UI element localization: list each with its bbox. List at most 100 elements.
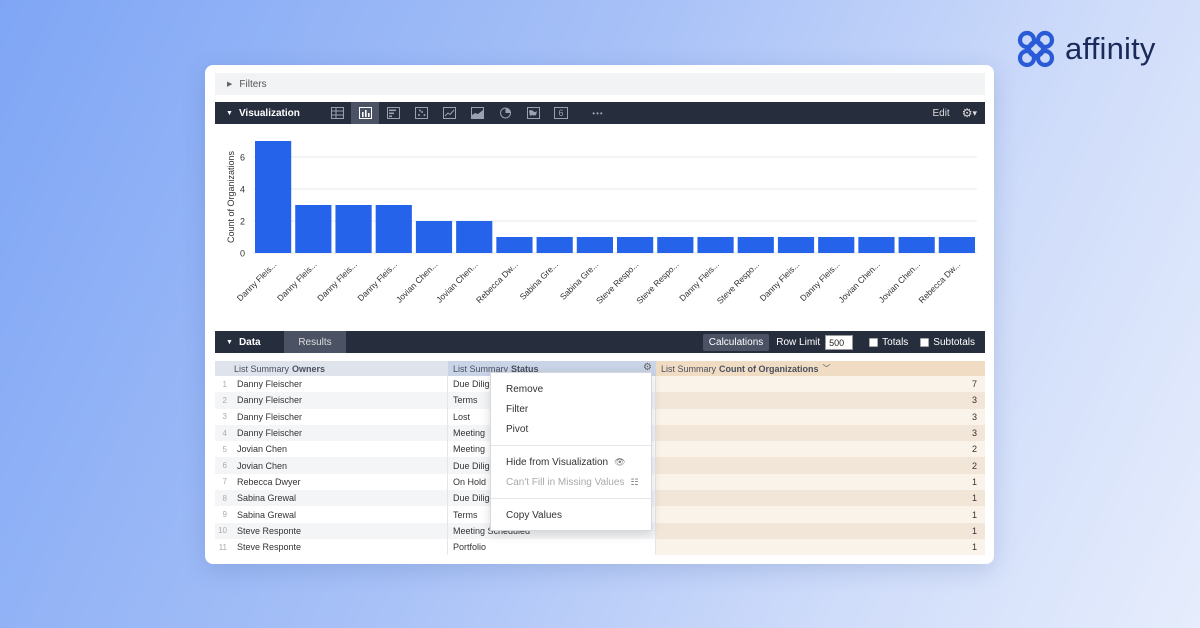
row-number: 6 — [222, 461, 227, 471]
row-number: 10 — [218, 526, 227, 536]
y-tick-label: 0 — [240, 249, 245, 259]
header-prefix: List Summary — [453, 363, 509, 374]
cell-count[interactable]: 1 — [656, 538, 985, 556]
edit-button[interactable]: Edit — [932, 107, 950, 119]
row-limit-label: Row Limit — [776, 336, 821, 348]
row-number: 11 — [218, 542, 227, 552]
cell-status[interactable]: Lost — [448, 408, 656, 425]
table-row: 9 Sabina Grewal Terms 1 — [215, 506, 985, 523]
data-title[interactable]: Data — [238, 336, 261, 348]
bar — [456, 221, 493, 253]
column-chart-icon[interactable] — [379, 102, 407, 124]
x-tick-label: Steve Respo... — [634, 259, 681, 306]
totals-checkbox[interactable] — [869, 337, 879, 347]
cell-count[interactable]: 2 — [656, 441, 985, 458]
column-gear-icon[interactable]: ⚙ — [643, 362, 652, 373]
subtotals-label: Subtotals — [933, 336, 975, 348]
map-icon[interactable] — [519, 102, 547, 124]
pie-chart-icon[interactable] — [491, 102, 519, 124]
cell-owner[interactable]: Sabina Grewal — [229, 490, 448, 507]
bar — [415, 221, 453, 253]
filters-section-header[interactable]: ▶ Filters — [215, 73, 985, 95]
menu-item-hide-from-visualization[interactable]: Hide from Visualization 👁 — [491, 452, 651, 472]
cell-owner[interactable]: Steve Responte — [229, 522, 448, 539]
bar — [576, 237, 613, 253]
cell-count[interactable]: 3 — [656, 392, 985, 409]
cell-owner[interactable]: Steve Responte — [229, 538, 448, 556]
cell-owner[interactable]: Rebecca Dwyer — [229, 473, 448, 491]
data-controls: Calculations Row Limit 500 Totals Subtot… — [702, 331, 975, 353]
row-number-header — [215, 361, 229, 376]
bar-chart-svg: 0 2 4 6 Count of Organizations Danny Fleis...… — [226, 141, 977, 306]
cell-count[interactable]: 1 — [656, 490, 985, 507]
collapse-caret-icon[interactable]: ▼ — [226, 338, 233, 346]
row-number: 9 — [222, 510, 227, 520]
cell-count[interactable]: 1 — [656, 522, 985, 539]
cell-count[interactable]: 1 — [656, 473, 985, 491]
tab-results[interactable]: Results — [284, 331, 346, 353]
calculations-button[interactable]: Calculations — [702, 333, 770, 351]
area-chart-icon[interactable] — [463, 102, 491, 124]
totals-toggle[interactable]: Totals — [869, 337, 908, 348]
x-tick-label: Rebecca Dw... — [916, 259, 962, 305]
cell-count[interactable]: 2 — [656, 457, 985, 474]
header-field: Owners — [292, 363, 326, 374]
cell-owner[interactable]: Jovian Chen — [229, 441, 448, 458]
cell-owner[interactable]: Danny Fleischer — [229, 424, 448, 442]
cell-count[interactable]: 3 — [656, 408, 985, 425]
column-header-owners[interactable]: List Summary Owners — [229, 361, 448, 376]
cell-status[interactable]: Meeting — [448, 441, 656, 458]
bar — [657, 237, 694, 253]
cell-count[interactable]: 3 — [656, 424, 985, 442]
filters-label: Filters — [239, 78, 267, 90]
column-header-count[interactable]: List Summary Count of Organizations ﹀ — [656, 361, 985, 376]
menu-item-label: Can't Fill in Missing Values — [506, 476, 625, 488]
bar — [818, 237, 855, 253]
cell-owner[interactable]: Danny Fleischer — [229, 408, 448, 425]
cell-owner[interactable]: Danny Fleischer — [229, 392, 448, 409]
cell-owner[interactable]: Jovian Chen — [229, 457, 448, 474]
menu-item-copy-values[interactable]: Copy Values — [506, 509, 562, 521]
data-section-header: ▼ Data Results Calculations Row Limit 50… — [215, 331, 985, 353]
subtotals-checkbox[interactable] — [920, 337, 930, 347]
totals-label: Totals — [882, 336, 909, 348]
visualization-type-picker: 6 ••• — [323, 102, 621, 124]
row-number: 8 — [222, 493, 227, 503]
cell-count[interactable]: 1 — [656, 506, 985, 523]
x-tick-label: Danny Fleis... — [798, 259, 842, 303]
cell-count[interactable]: 7 — [656, 376, 985, 393]
menu-divider — [491, 445, 651, 446]
menu-divider — [491, 498, 651, 499]
cell-status[interactable]: Terms — [448, 392, 656, 409]
cell-status[interactable]: Terms — [448, 506, 656, 523]
menu-item-filter[interactable]: Filter — [506, 403, 529, 415]
row-number: 4 — [222, 428, 227, 438]
bar-chart-icon[interactable] — [351, 102, 379, 124]
bar — [295, 205, 332, 253]
x-tick-label: Rebecca Dw... — [474, 259, 520, 305]
settings-dropdown[interactable]: ⚙ ▾ — [962, 106, 977, 120]
x-tick-label: Danny Fleis... — [315, 259, 359, 303]
row-limit-input[interactable]: 500 — [825, 334, 854, 350]
cell-status[interactable]: Due Diligence — [448, 490, 656, 507]
scatter-icon[interactable] — [407, 102, 435, 124]
line-chart-icon[interactable] — [435, 102, 463, 124]
cell-status[interactable]: Due Diligence — [448, 376, 656, 393]
x-tick-label: Danny Fleis... — [758, 259, 802, 303]
menu-item-remove[interactable]: Remove — [506, 383, 544, 395]
subtotals-toggle[interactable]: Subtotals — [920, 337, 975, 348]
affinity-logo-icon — [1017, 30, 1055, 68]
cell-owner[interactable]: Sabina Grewal — [229, 506, 448, 523]
cell-status[interactable]: Due Diligence — [448, 457, 656, 474]
collapse-caret-icon[interactable]: ▼ — [226, 109, 233, 117]
cell-status[interactable]: Meeting — [448, 424, 656, 442]
menu-item-pivot[interactable]: Pivot — [506, 423, 529, 435]
cell-owner[interactable]: Danny Fleischer — [229, 376, 448, 393]
visualization-actions: Edit ⚙ ▾ — [932, 102, 977, 124]
table-icon[interactable] — [323, 102, 351, 124]
single-value-icon[interactable]: 6 — [547, 102, 575, 124]
sort-desc-icon[interactable]: ﹀ — [822, 364, 831, 373]
cell-status[interactable]: On Hold — [448, 473, 656, 491]
more-icon[interactable]: ••• — [575, 102, 621, 124]
cell-status[interactable]: Portfolio — [448, 538, 656, 556]
